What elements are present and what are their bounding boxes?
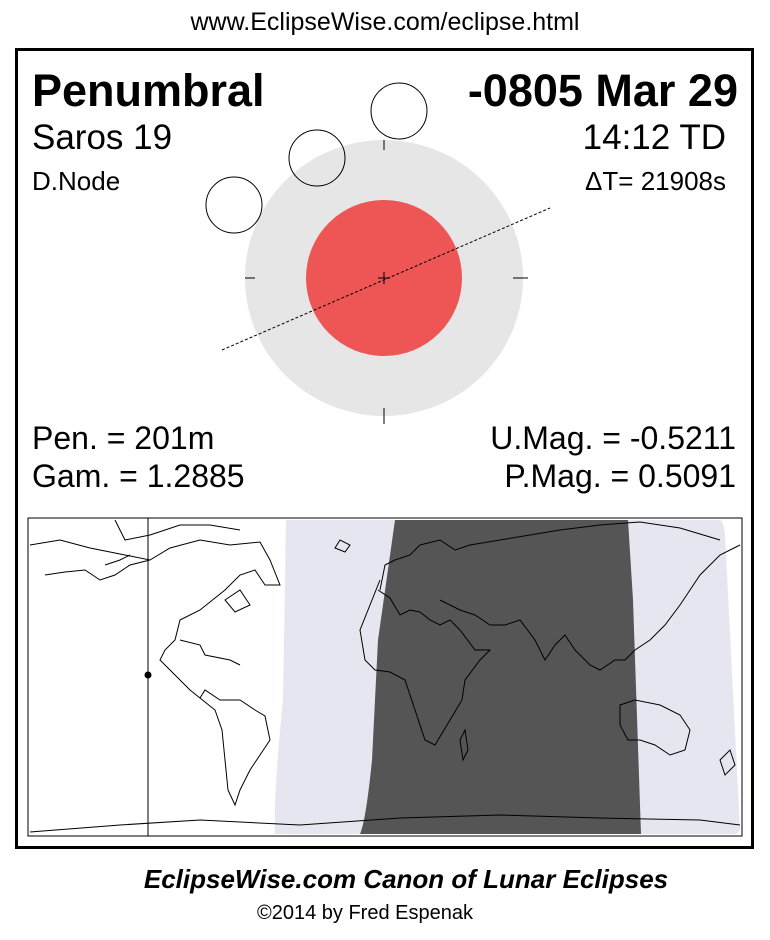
penumbral-duration: Pen. = 201m [32, 420, 215, 456]
eclipse-date: -0805 Mar 29 [467, 65, 738, 116]
eclipse-time: 14:12 TD [582, 118, 726, 157]
umbral-magnitude: U.Mag. = -0.5211 [490, 420, 736, 456]
eclipse-visibility-zone [360, 520, 641, 834]
footer-title: EclipseWise.com Canon of Lunar Eclipses [143, 864, 669, 894]
url-header: www.EclipseWise.com/eclipse.html [190, 8, 580, 36]
eclipse-type: Penumbral [32, 65, 265, 116]
moon-greatest-eclipse [288, 129, 346, 187]
footer-copyright: ©2014 by Fred Espenak [257, 902, 473, 924]
delta-t: ΔT= 21908s [585, 166, 726, 196]
diagram-frame [15, 48, 754, 849]
greatest-eclipse-point [144, 671, 152, 679]
node-label: D.Node [32, 166, 121, 196]
moon-first-contact [205, 176, 263, 234]
moon-last-contact [370, 82, 428, 140]
moon-path-line [221, 207, 551, 351]
world-map [27, 517, 743, 837]
saros-number: Saros 19 [32, 118, 173, 157]
coastlines [29, 519, 741, 833]
penumbral-magnitude: P.Mag. = 0.5091 [504, 458, 736, 494]
gamma-value: Gam. = 1.2885 [32, 458, 245, 494]
